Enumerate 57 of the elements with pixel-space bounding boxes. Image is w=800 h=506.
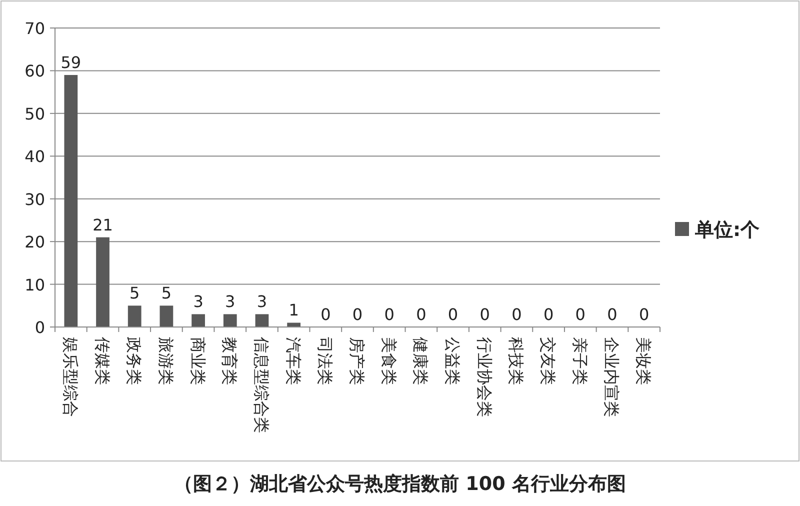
bar [160,306,174,327]
x-tick-label: 健康类 [411,337,430,385]
x-tick-label: 商业类 [188,337,208,385]
data-label: 0 [384,305,394,324]
x-tick-label: 传媒类 [92,337,112,385]
y-tick-label: 50 [24,104,45,124]
data-label: 5 [161,284,172,303]
data-label: 21 [92,215,113,234]
bar [287,322,301,327]
data-label: 3 [256,292,268,312]
x-tick-label: 美食类 [379,337,398,385]
bar [128,306,142,327]
bar [96,237,110,327]
y-tick-label: 0 [34,318,45,337]
data-label: 3 [193,292,204,312]
x-tick-label: 娱乐型综合 [60,337,80,417]
bar [192,314,205,327]
data-label: 0 [512,305,522,324]
x-tick-label: 交友类 [538,337,558,385]
y-tick-label: 20 [24,232,45,252]
data-label: 0 [448,305,458,324]
data-label: 0 [543,305,554,324]
data-label: 59 [60,52,82,72]
x-tick-label: 房产类 [348,337,366,385]
y-tick-label: 30 [24,190,45,209]
x-tick-label: 亲子类 [570,337,590,385]
x-tick-label: 信息型综合类 [252,337,271,433]
x-tick-label: 美妆类 [634,337,654,385]
legend: 单位:个 [675,219,760,241]
data-label: 1 [288,300,299,320]
x-tick-label: 行业协会类 [474,337,494,417]
y-tick-label: 70 [24,19,45,38]
x-tick-label: 教育类 [220,337,240,385]
x-tick-label: 旅游类 [156,337,176,385]
x-tick-label: 政务类 [124,337,144,385]
y-tick-label: 60 [24,62,45,81]
y-tick-label: 40 [24,147,45,166]
x-tick-label: 汽车类 [284,337,303,385]
data-label: 0 [416,305,426,324]
x-tick-label: 公益类 [443,337,462,385]
text: （图２）湖北省公众号热度指数前 100 名行业分布图 [174,473,626,495]
data-label: 3 [225,292,236,312]
data-label: 0 [352,305,363,324]
y-tick-label: 10 [24,275,45,294]
data-label: 0 [607,305,618,324]
data-label: 0 [480,305,490,324]
legend-label: 单位:个 [694,219,761,241]
data-label: 0 [575,305,586,324]
bar [64,74,78,327]
bar [255,314,269,327]
data-label: 0 [638,305,650,324]
data-label: 0 [320,305,331,324]
x-tick-label: 科技类 [506,337,526,385]
bar [223,314,237,327]
x-tick-label: 司法类 [316,337,335,385]
x-tick-label: 企业内宣类 [602,337,622,417]
data-label: 5 [130,284,140,303]
